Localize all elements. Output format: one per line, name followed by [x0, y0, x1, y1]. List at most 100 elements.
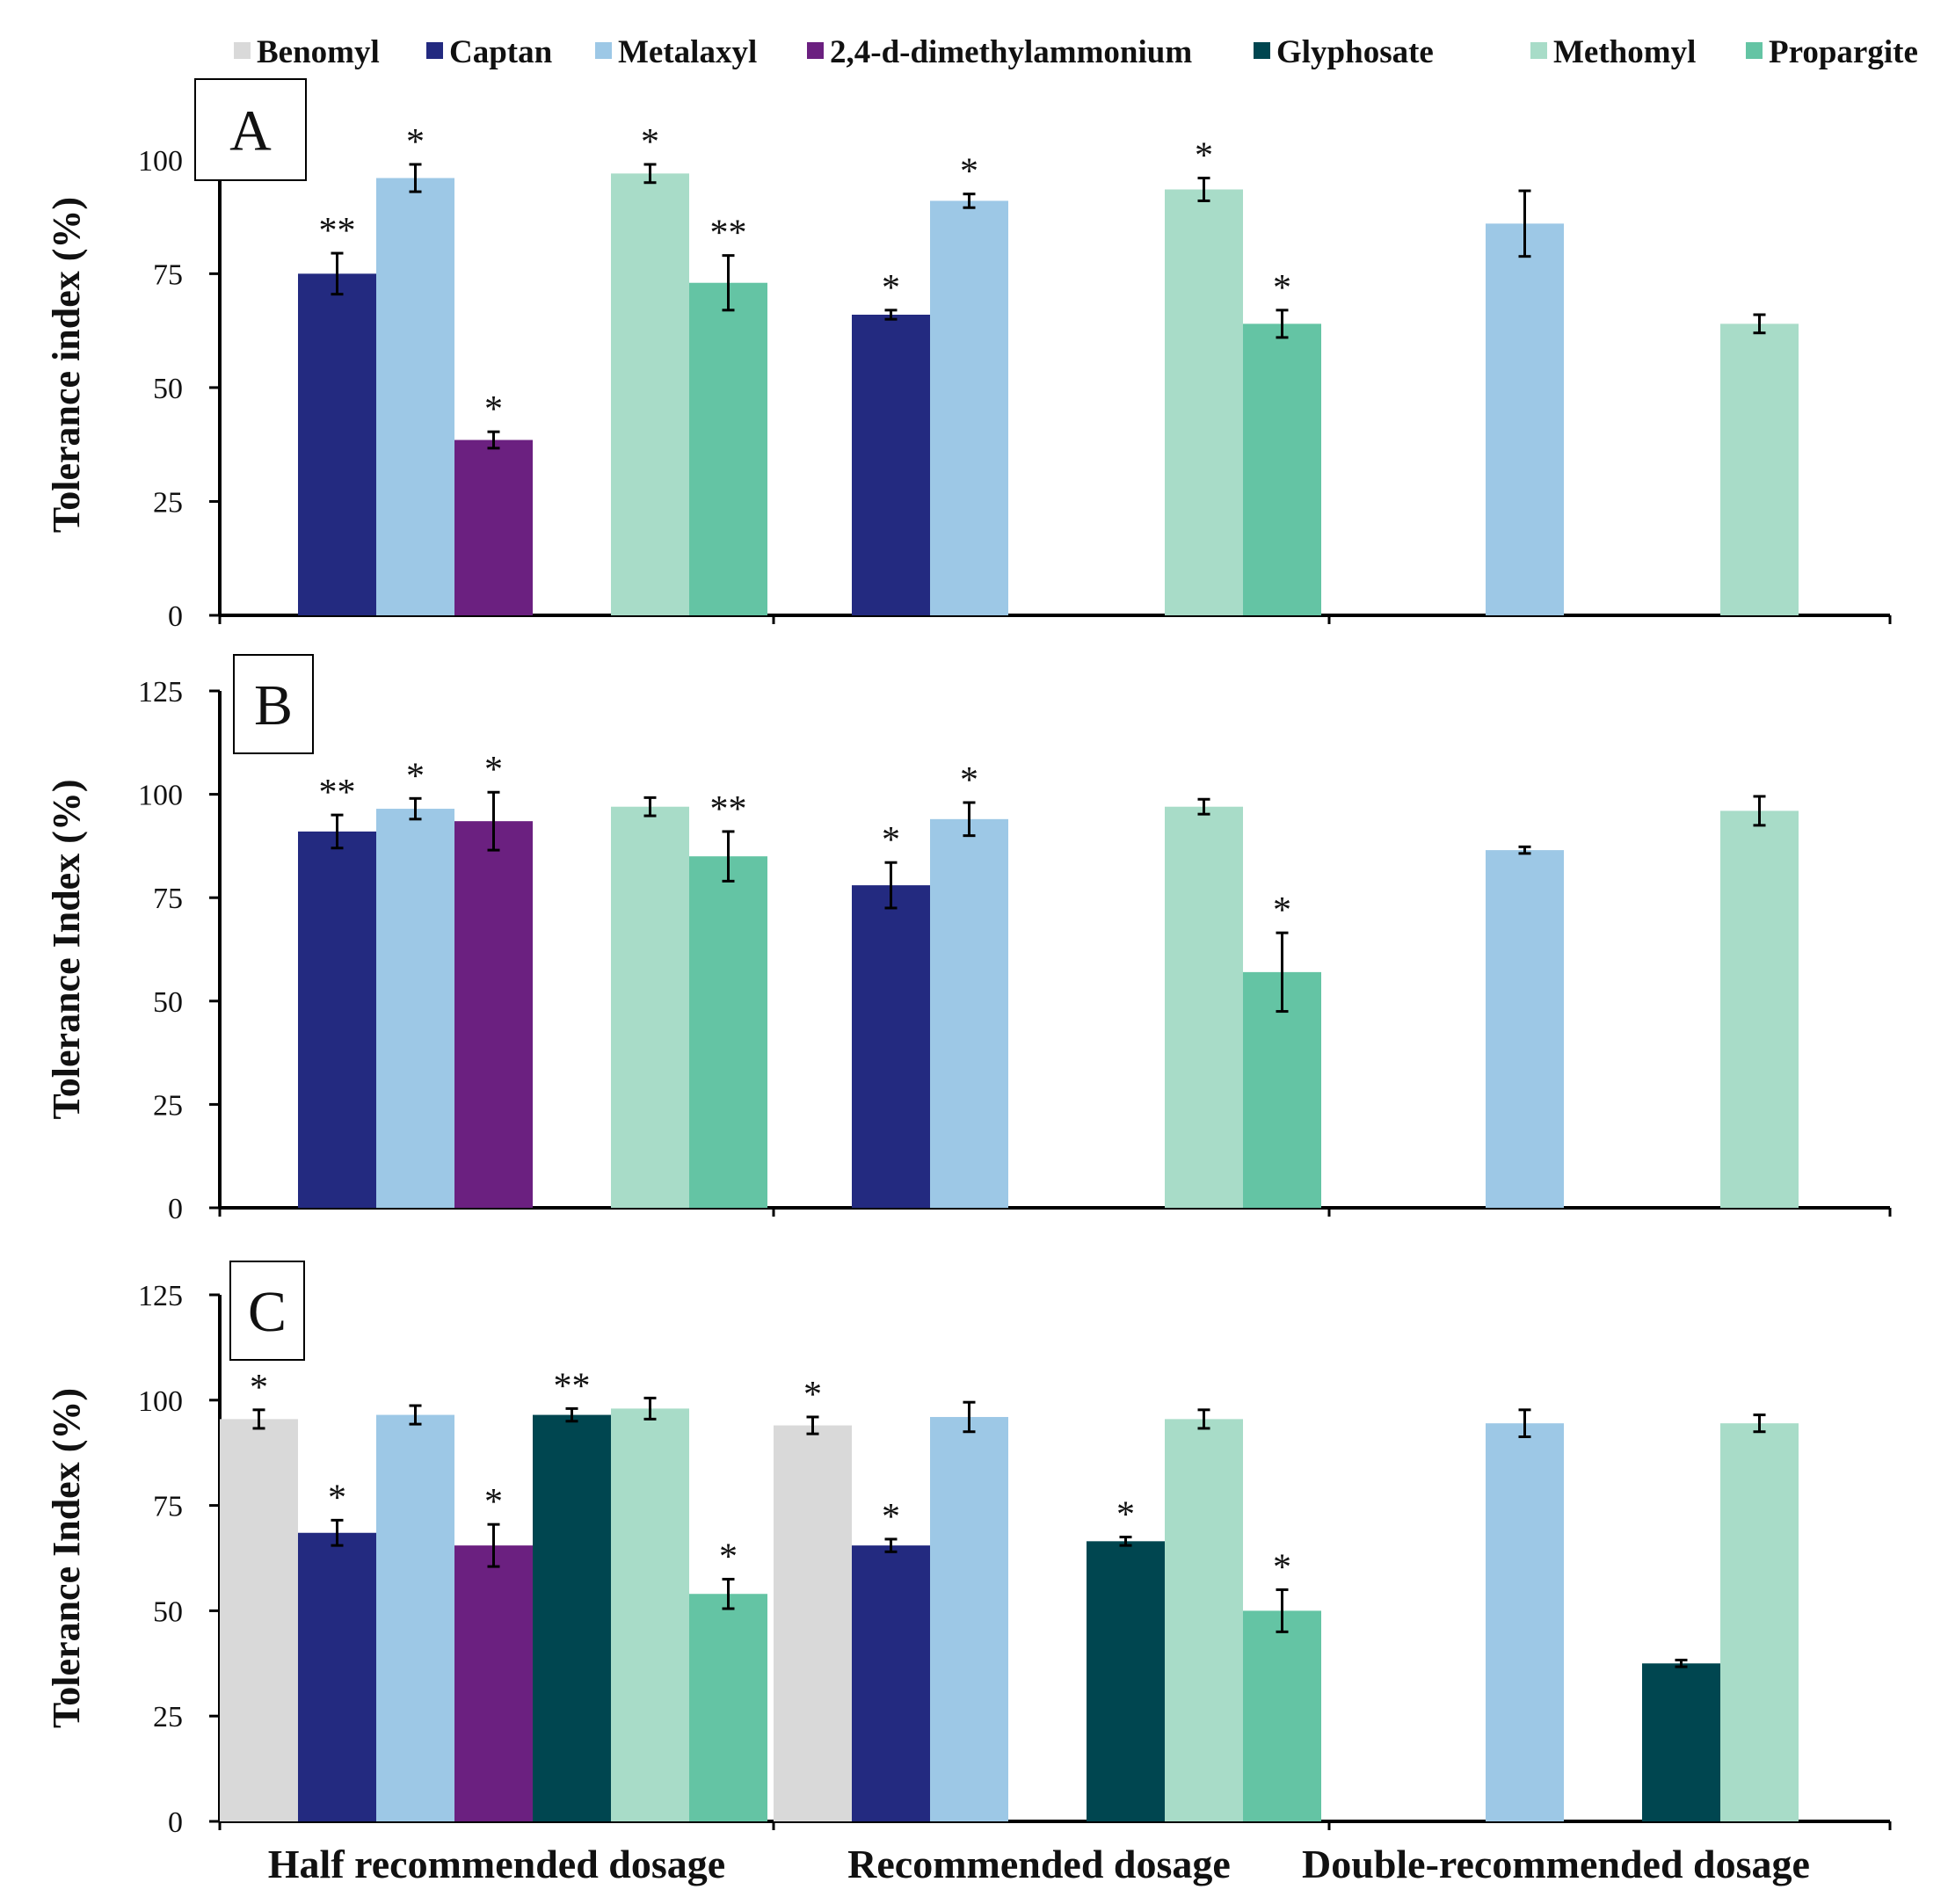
y-tick-label: 0	[168, 1806, 183, 1839]
y-tick-label: 75	[153, 258, 183, 291]
bar-glyphosate-2	[1087, 1541, 1165, 1821]
y-axis-title: Tolerance index (%)	[45, 197, 88, 533]
significance-marker: **	[319, 211, 356, 251]
y-tick-label: 50	[153, 986, 183, 1019]
significance-marker: *	[882, 1497, 900, 1537]
bar-benomyl-1	[220, 1419, 298, 1821]
bar-propargite-1	[689, 1594, 767, 1821]
y-tick-label: 75	[153, 1491, 183, 1523]
legend-label: Benomyl	[257, 34, 380, 70]
y-tick-label: 100	[138, 780, 183, 812]
bar-captan-2	[852, 1545, 930, 1821]
panel-label: C	[248, 1280, 287, 1344]
bar-metalaxyl-2	[930, 818, 1008, 1208]
legend-item-glyphosate: Glyphosate	[1254, 34, 1434, 70]
bar-glyphosate-1	[533, 1414, 611, 1821]
bar-methomyl-3	[1720, 810, 1799, 1208]
y-tick-label: 75	[153, 883, 183, 915]
legend-item-methomyl: Methomyl	[1530, 34, 1696, 70]
y-tick-label: 100	[138, 145, 183, 178]
bar-benomyl-2	[774, 1425, 852, 1821]
significance-marker: *	[250, 1368, 268, 1408]
y-tick-label: 100	[138, 1385, 183, 1418]
y-tick-label: 50	[153, 1595, 183, 1628]
y-axis-title: Tolerance Index (%)	[45, 779, 88, 1119]
legend-swatch	[426, 42, 443, 59]
significance-marker: *	[960, 760, 978, 801]
bar-metalaxyl-3	[1486, 223, 1564, 615]
legend-swatch	[234, 42, 251, 59]
bar-captan-1	[298, 273, 376, 615]
panel-label-box	[194, 78, 307, 181]
significance-marker: *	[803, 1375, 822, 1415]
significance-marker: *	[484, 1482, 503, 1522]
category-label-3: Double-recommended dosage	[1302, 1842, 1810, 1886]
significance-marker: *	[719, 1537, 738, 1577]
legend-swatch	[595, 42, 612, 59]
significance-marker: **	[319, 773, 356, 813]
legend: Benomyl Captan Metalaxyl 2,4-d-dimethylammo…	[234, 34, 1918, 70]
bar-captan-2	[852, 315, 930, 615]
bar-metalaxyl-2	[930, 1416, 1008, 1821]
bar-captan-2	[852, 885, 930, 1208]
legend-swatch	[1530, 42, 1547, 59]
bar-methomyl-3	[1720, 1423, 1799, 1821]
significance-marker: *	[960, 152, 978, 193]
legend-item-captan: Captan	[426, 34, 553, 70]
significance-marker: **	[710, 789, 747, 830]
significance-marker: **	[710, 214, 747, 254]
legend-swatch	[1746, 42, 1763, 59]
bar-propargite-2	[1243, 323, 1321, 615]
bar-metalaxyl-3	[1486, 1423, 1564, 1821]
bar-methomyl-1	[611, 173, 689, 615]
category-labels: Half recommended dosage Recommended dosag…	[268, 1842, 1810, 1886]
bar-methomyl-1	[611, 806, 689, 1208]
significance-marker: *	[1195, 136, 1213, 177]
y-tick-label: 25	[153, 486, 183, 519]
bar-methomyl-3	[1720, 323, 1799, 615]
category-label-1: Half recommended dosage	[268, 1842, 725, 1886]
bar-metalaxyl-1	[376, 1414, 454, 1821]
bar-captan-1	[298, 1532, 376, 1821]
bar-propargite-1	[689, 856, 767, 1208]
legend-label: Captan	[449, 34, 553, 70]
significance-marker: *	[882, 268, 900, 309]
significance-marker: *	[1116, 1495, 1135, 1536]
bar-metalaxyl-1	[376, 178, 454, 615]
significance-marker: *	[641, 122, 659, 163]
bar-methomyl-2	[1165, 806, 1243, 1208]
bar-metalaxyl-3	[1486, 850, 1564, 1208]
y-tick-label: 125	[138, 1280, 183, 1312]
significance-marker: *	[1273, 1547, 1291, 1588]
panel-label-box	[233, 654, 314, 754]
bar-propargite-1	[689, 282, 767, 615]
bar-metalaxyl-2	[930, 200, 1008, 616]
significance-marker: *	[882, 820, 900, 861]
significance-marker: **	[554, 1366, 591, 1406]
bar-2-4-d-dimethylammonium-1	[454, 1545, 533, 1821]
significance-marker: *	[484, 750, 503, 790]
category-label-2: Recommended dosage	[847, 1842, 1231, 1886]
legend-swatch	[1254, 42, 1270, 59]
panel-label-box	[229, 1261, 305, 1361]
significance-marker: *	[484, 389, 503, 430]
legend-label: Propargite	[1769, 34, 1918, 70]
legend-swatch	[807, 42, 824, 59]
significance-marker: *	[1273, 268, 1291, 309]
legend-item-2-4-d-dimethylammonium: 2,4-d-dimethylammonium	[807, 34, 1192, 70]
y-tick-label: 125	[138, 676, 183, 709]
bar-captan-1	[298, 831, 376, 1208]
significance-marker: *	[406, 122, 425, 163]
significance-marker: *	[406, 756, 425, 796]
bar-metalaxyl-1	[376, 809, 454, 1208]
bar-propargite-2	[1243, 1610, 1321, 1821]
panel-label: A	[229, 99, 272, 164]
y-tick-label: 0	[168, 600, 183, 633]
panel-label: B	[254, 673, 293, 738]
bar-glyphosate-3	[1642, 1663, 1720, 1821]
legend-label: 2,4-d-dimethylammonium	[830, 34, 1192, 70]
